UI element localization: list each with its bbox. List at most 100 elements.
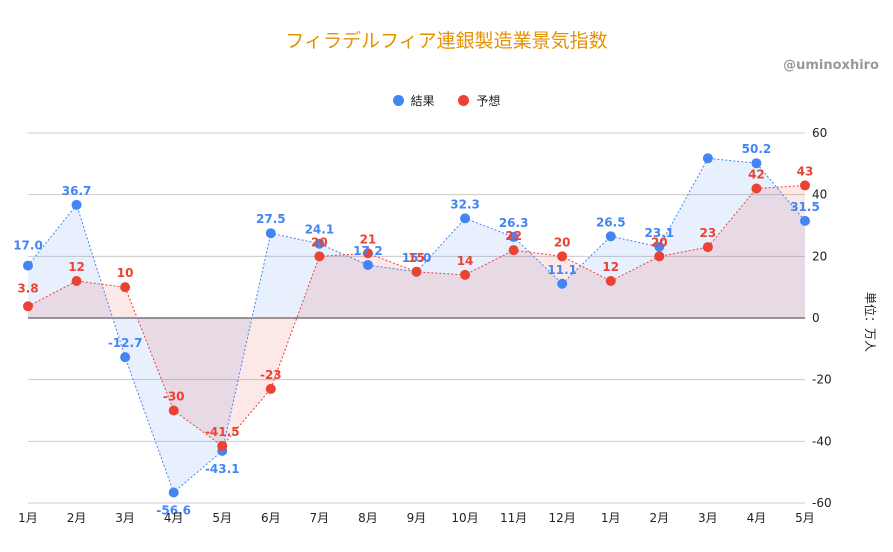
x-tick-label: 9月 xyxy=(407,511,427,525)
data-label: 23 xyxy=(700,226,717,240)
series-areas xyxy=(28,158,805,493)
series-points xyxy=(23,153,810,498)
data-label: 26.5 xyxy=(596,215,626,229)
data-point xyxy=(508,245,519,256)
data-point xyxy=(71,199,82,210)
y-tick-label: 40 xyxy=(812,188,827,202)
data-point xyxy=(265,228,276,239)
data-label: 42 xyxy=(748,168,765,182)
y-axis-label: 単位：万人 xyxy=(863,292,878,352)
data-label: -12.7 xyxy=(108,336,143,350)
data-point xyxy=(751,158,762,169)
y-tick-label: -60 xyxy=(812,496,832,510)
y-tick-label: -20 xyxy=(812,373,832,387)
data-point xyxy=(751,183,762,194)
data-point xyxy=(508,231,519,242)
data-label: -41.5 xyxy=(205,425,240,439)
data-point xyxy=(460,213,471,224)
data-label: 15.0 xyxy=(402,251,432,265)
data-label: 32.3 xyxy=(450,197,480,211)
data-label: 12 xyxy=(68,260,85,274)
data-point xyxy=(362,259,373,270)
x-tick-label: 10月 xyxy=(451,511,478,525)
data-point xyxy=(168,487,179,498)
data-label: 17.2 xyxy=(353,244,383,258)
gridlines xyxy=(28,132,805,504)
x-tick-label: 11月 xyxy=(500,511,527,525)
x-tick-label: 1月 xyxy=(601,511,621,525)
data-point xyxy=(23,260,33,271)
data-label: -30 xyxy=(163,390,185,404)
data-point xyxy=(411,266,422,277)
data-point xyxy=(557,251,568,262)
data-point xyxy=(314,251,325,262)
data-label: 26.3 xyxy=(499,216,529,230)
data-label: 15 xyxy=(408,251,425,265)
data-label: 36.7 xyxy=(62,184,92,198)
x-tick-label: 8月 xyxy=(358,511,378,525)
data-label: 14 xyxy=(457,254,474,268)
data-label: 43 xyxy=(797,164,814,178)
data-label: 17.0 xyxy=(13,239,43,253)
x-tick-label: 5月 xyxy=(212,511,232,525)
x-tick-label: 4月 xyxy=(164,511,184,525)
legend-item-result[interactable]: 結果 xyxy=(392,92,435,109)
data-point xyxy=(702,153,713,164)
data-label: 20 xyxy=(554,235,571,249)
data-label: 12 xyxy=(602,260,619,274)
data-label: 3.8 xyxy=(17,281,38,295)
data-point xyxy=(654,251,665,262)
data-point xyxy=(557,278,568,289)
data-point xyxy=(654,241,665,252)
watermark: @uminoxhiro xyxy=(783,58,879,73)
data-label: 20 xyxy=(311,235,328,249)
data-point xyxy=(217,440,228,451)
legend-dot-result xyxy=(392,95,404,106)
x-tick-label: 5月 xyxy=(795,511,815,525)
legend-label-result: 結果 xyxy=(410,94,435,108)
data-point xyxy=(362,248,373,259)
data-point xyxy=(605,276,616,286)
x-tick-label: 12月 xyxy=(549,511,576,525)
data-label: 24.1 xyxy=(305,223,335,237)
series-area-0 xyxy=(28,158,805,493)
data-label: -56.6 xyxy=(156,504,191,518)
data-labels: 17.0 36.7 -12.7 -56.6 -43.1 27.5 24.1 17.2 15.0 3… xyxy=(13,142,820,517)
x-tick-label: 3月 xyxy=(115,511,135,525)
y-tick-label: -40 xyxy=(812,434,832,448)
data-point xyxy=(168,405,179,416)
data-label: 23.1 xyxy=(645,226,675,240)
data-point xyxy=(120,282,131,293)
x-tick-label: 1月 xyxy=(18,511,38,525)
data-point xyxy=(800,215,810,226)
data-point xyxy=(460,269,471,280)
y-tick-label: 60 xyxy=(812,126,827,140)
data-point xyxy=(605,231,616,242)
legend-item-forecast[interactable]: 予想 xyxy=(458,92,500,109)
chart-title: フィラデルフィア連銀製造業景気指数 xyxy=(285,30,608,52)
data-point xyxy=(314,238,325,249)
y-axis-ticks: 60 40 20 0 -20 -40 -60 xyxy=(812,126,832,510)
data-point xyxy=(702,242,713,253)
data-label: 10 xyxy=(117,266,134,280)
data-label: 11.1 xyxy=(547,263,577,277)
data-label: 20 xyxy=(651,235,668,249)
data-point xyxy=(265,383,276,394)
x-tick-label: 7月 xyxy=(310,511,330,525)
data-point xyxy=(71,276,82,286)
legend: 結果 予想 xyxy=(0,92,893,109)
legend-label-forecast: 予想 xyxy=(476,94,501,108)
data-label: 50.2 xyxy=(742,142,772,156)
x-tick-label: 4月 xyxy=(747,511,767,525)
data-point xyxy=(120,352,131,363)
legend-dot-forecast xyxy=(458,95,470,106)
data-label: -23 xyxy=(260,368,282,382)
series-area-1 xyxy=(28,185,805,446)
x-axis-ticks: 1月 2月 3月 4月 5月 6月 7月 8月 9月 10月 11月 12月 1月 2月 3月 4月 5月 xyxy=(18,511,815,525)
x-tick-label: 2月 xyxy=(67,511,87,525)
y-tick-label: 0 xyxy=(812,311,820,325)
y-tick-label: 20 xyxy=(812,249,827,263)
data-label: 22 xyxy=(505,229,522,243)
data-point xyxy=(800,180,810,191)
